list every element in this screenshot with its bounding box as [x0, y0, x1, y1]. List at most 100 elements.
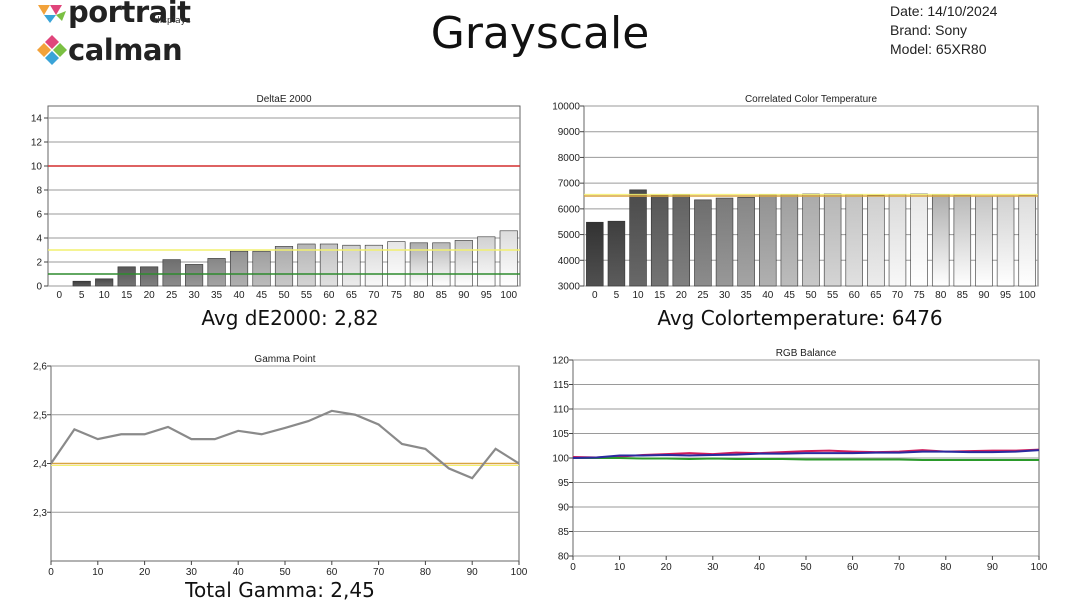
- deltae-bar: [72, 280, 91, 287]
- rgb-ytick-label: 115: [553, 380, 569, 391]
- deltae-xtick-label: 90: [458, 290, 470, 301]
- cct-xtick-label: 50: [805, 290, 817, 301]
- cct-bar: [586, 221, 604, 287]
- rgb-xtick-label: 100: [1031, 562, 1048, 573]
- cct-xtick-label: 75: [914, 290, 926, 301]
- cct-bar: [845, 194, 863, 287]
- rgb-ytick-label: 110: [553, 405, 569, 416]
- rgb-blue-series-line: [572, 449, 1040, 459]
- portrait-logo-icon: [38, 5, 66, 23]
- rgb-xtick-label: 0: [570, 562, 576, 573]
- report-meta: Date: 14/10/2024 Brand: Sony Model: 65XR…: [890, 2, 997, 59]
- deltae-title: DeltaE 2000: [256, 94, 311, 105]
- deltae-ytick-label: 0: [36, 282, 42, 293]
- deltae-xtick-label: 60: [323, 290, 335, 301]
- deltae-ytick-label: 12: [31, 138, 43, 149]
- cct-bar: [802, 193, 820, 287]
- cct-ytick-label: 9000: [558, 127, 581, 138]
- deltae-xtick-label: 30: [189, 290, 201, 301]
- cct-xtick-label: 80: [935, 290, 947, 301]
- cct-xtick-label: 55: [827, 290, 839, 301]
- deltae-bar: [162, 259, 181, 287]
- portrait-logo-text: portrait: [68, 0, 191, 29]
- gamma-xtick-label: 70: [373, 567, 385, 578]
- cct-bar: [996, 195, 1015, 287]
- gamma-xtick-label: 0: [48, 567, 54, 578]
- cct-ytick-label: 10000: [552, 102, 580, 113]
- cct-xtick-label: 85: [957, 290, 969, 301]
- cct-xtick-label: 90: [978, 290, 990, 301]
- deltae-bar: [140, 266, 159, 287]
- gamma-plot-area: [50, 365, 520, 562]
- deltae-xtick-label: 50: [278, 290, 290, 301]
- meta-brand: Brand: Sony: [890, 22, 968, 38]
- cct-ytick-label: 4000: [558, 256, 581, 267]
- deltae-bar: [364, 244, 383, 287]
- deltae-xtick-label: 45: [256, 290, 268, 301]
- cct-bar: [715, 197, 734, 287]
- cct-bar: [737, 196, 755, 287]
- cct-xtick-label: 30: [719, 290, 731, 301]
- gamma-ytick-label: 2,3: [33, 508, 47, 519]
- gamma-ytick-label: 2,6: [33, 362, 47, 373]
- gamma-xtick-label: 60: [326, 567, 338, 578]
- cct-xtick-label: 10: [632, 290, 644, 301]
- cct-bar: [975, 195, 993, 287]
- deltae-xtick-label: 65: [346, 290, 358, 301]
- deltae-bar: [252, 250, 271, 287]
- rgb-xtick-label: 20: [661, 562, 673, 573]
- deltae-xtick-label: 0: [56, 290, 62, 301]
- cct-bar: [629, 189, 647, 287]
- avg-de2000-summary: Avg dE2000: 2,82: [201, 306, 379, 330]
- cct-xtick-label: 0: [592, 290, 598, 301]
- cct-bar: [823, 193, 842, 287]
- calman-logo-icon: [37, 35, 67, 65]
- cct-bar: [931, 194, 950, 287]
- deltae-xtick-label: 85: [436, 290, 448, 301]
- cct-xtick-label: 65: [870, 290, 882, 301]
- rgb-plot-area: [572, 359, 1040, 557]
- deltae-bar: [409, 242, 428, 287]
- deltae-bar: [387, 241, 406, 287]
- deltae-bar: [499, 230, 518, 287]
- rgb-green-series-line: [573, 457, 1039, 461]
- portrait-displays-logo: portrait displays: [36, 0, 191, 28]
- deltae-ytick-label: 8: [36, 186, 42, 197]
- rgb-ytick-label: 85: [558, 527, 570, 538]
- rgb-xtick-label: 50: [800, 562, 812, 573]
- deltae-bar: [117, 266, 136, 287]
- cct-ytick-label: 6000: [558, 204, 581, 215]
- cct-ytick-label: 5000: [558, 230, 581, 241]
- deltae-xtick-label: 80: [413, 290, 425, 301]
- gamma-xtick-label: 100: [511, 567, 528, 578]
- gamma-xtick-label: 40: [233, 567, 245, 578]
- deltae-xtick-label: 40: [233, 290, 245, 301]
- deltae-bar: [95, 278, 114, 287]
- deltae-bar: [454, 240, 473, 287]
- deltae-bar: [319, 243, 339, 287]
- total-gamma-summary: Total Gamma: 2,45: [185, 578, 375, 602]
- deltae-bar: [229, 250, 249, 287]
- cct-bar: [953, 195, 972, 287]
- calman-logo-text: calman: [68, 33, 183, 67]
- deltae-bar: [297, 243, 316, 287]
- deltae-xtick-label: 35: [211, 290, 223, 301]
- gamma-xtick-label: 10: [92, 567, 104, 578]
- cct-ytick-label: 7000: [558, 179, 581, 190]
- rgb-red-series-line: [572, 448, 1040, 459]
- cct-xtick-label: 45: [784, 290, 796, 301]
- gamma-series-line: [50, 409, 520, 480]
- cct-xtick-label: 100: [1019, 290, 1036, 301]
- deltae-xtick-label: 95: [481, 290, 493, 301]
- rgb-ytick-label: 120: [552, 356, 569, 367]
- rgb-xtick-label: 40: [754, 562, 766, 573]
- deltae-bar: [207, 258, 226, 287]
- deltae-ytick-label: 14: [31, 114, 43, 125]
- cct-bar: [694, 199, 712, 287]
- portrait-logo-subtext: displays: [154, 16, 191, 26]
- cct-xtick-label: 40: [762, 290, 774, 301]
- cct-title: Correlated Color Temperature: [745, 94, 878, 105]
- rgb-ytick-label: 95: [558, 478, 570, 489]
- deltae-xtick-label: 20: [144, 290, 156, 301]
- cct-xtick-label: 15: [654, 290, 666, 301]
